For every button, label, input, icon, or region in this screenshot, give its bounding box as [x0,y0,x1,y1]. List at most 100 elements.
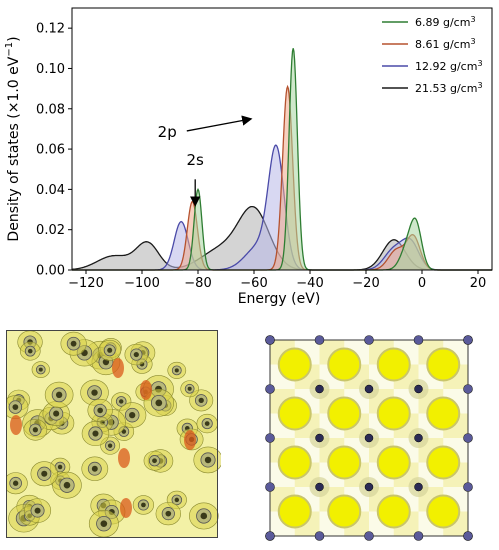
edge-atom [463,433,473,443]
edge-atom [413,531,424,541]
plot-frame [71,7,493,271]
edge-atom [314,531,325,541]
electron-lobe [277,494,312,529]
edge-atom [463,482,473,492]
hotspot-blob [118,448,130,468]
edge-atom [364,531,374,541]
electron-lobe [327,396,362,431]
atom-core [41,470,48,477]
disordered-density-isosurface-panel [6,330,221,538]
y-tick-label: 0.04 [36,183,65,198]
atom-core [155,399,163,407]
atom-core [57,464,63,470]
atom-core [107,347,113,353]
atom-core [129,411,136,419]
electron-lobe [426,396,461,431]
atom-core [152,458,157,464]
dos-chart: −120 −100 −80 −60 −40 −20 0 20 0.00 0.02 0.04 0.06 0… [4,7,493,307]
x-axis-label: Energy (eV) [238,291,321,307]
atom-core [55,391,63,399]
electron-lobe [426,445,461,480]
atom-core [315,433,324,443]
hotspot-blob [184,430,196,450]
hotspot-blob [10,415,22,435]
edge-atom [463,531,473,541]
y-tick-label: 0.00 [36,264,65,279]
annotation-arrow-2p [186,115,253,132]
atom-core [91,389,98,396]
electron-lobe [426,494,461,529]
atom-core [315,384,324,394]
legend: 6.89 g/cm3 8.61 g/cm3 12.92 g/cm3 21.53 g/c… [382,15,483,95]
edge-atom [413,335,424,345]
atom-core [141,502,146,508]
electron-lobe [376,396,411,431]
atom-core [70,340,77,347]
electron-lobe [327,445,362,480]
edge-atom [265,384,275,394]
atom-core [414,433,423,443]
edge-atom [314,335,325,345]
electron-lobe [277,445,312,480]
atom-core [315,482,324,492]
edge-atom [265,335,275,345]
atom-core [34,507,41,514]
edge-atom [265,482,275,492]
atom-core [165,510,172,517]
atom-core [53,410,60,417]
atom-core [204,421,210,426]
atom-core [187,386,192,391]
x-tick-label: 0 [418,276,426,291]
atom-core [174,368,179,373]
atom-core [364,384,374,394]
atom-core [118,399,124,404]
y-tick-label: 0.06 [36,143,65,158]
hotspot-blob [112,358,124,378]
legend-label-3: 21.53 g/cm3 [415,81,483,95]
edge-atom [463,384,473,394]
electron-lobe [327,347,362,382]
atom-core [204,456,212,464]
electron-lobe [376,347,411,382]
x-tick-label: −120 [68,276,104,291]
x-tick-label: −40 [296,276,323,291]
panel-frame [6,330,218,538]
x-tick-label: −60 [240,276,267,291]
hotspot-blob [140,380,152,400]
legend-label-1: 8.61 g/cm3 [415,37,476,51]
annotation-2p: 2p [158,123,177,141]
legend-label-2: 12.92 g/cm3 [415,59,483,73]
atom-core [100,520,108,528]
y-tick-label: 0.02 [36,223,65,238]
atom-core [32,427,38,433]
y-axis-label: Density of states (×1.0 eV−1) [4,36,22,241]
y-tick-label: 0.08 [36,102,65,117]
atom-core [414,482,423,492]
annotation-2s: 2s [187,151,205,169]
electron-lobe [327,494,362,529]
atom-core [200,512,208,520]
crystal-density-isosurface-panel [265,335,473,541]
atom-core [174,497,180,503]
edge-atom [265,433,275,443]
atom-core [133,351,139,358]
atom-core [414,384,423,394]
electron-lobe [277,347,312,382]
atom-core [12,404,19,410]
atom-core [12,480,19,486]
electron-lobe [376,494,411,529]
atom-core [38,367,43,372]
atom-core [27,348,33,354]
edge-atom [265,531,275,541]
atom-core [63,481,71,489]
edge-atom [364,335,374,345]
x-tick-label: −100 [124,276,160,291]
x-tick-label: −20 [352,276,379,291]
hotspot-blob [120,498,132,518]
electron-lobe [426,347,461,382]
atom-core [364,482,374,492]
electron-lobe [376,445,411,480]
edge-atom [463,335,473,345]
x-tick-label: −80 [184,276,211,291]
atom-core [107,443,113,448]
